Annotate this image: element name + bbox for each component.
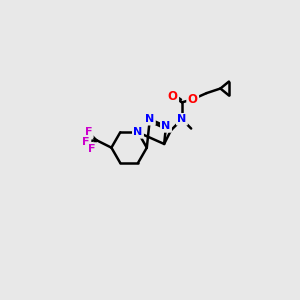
Text: O: O [188,93,198,106]
Text: N: N [145,114,154,124]
Text: N: N [133,127,142,137]
Text: F: F [88,143,95,154]
Text: F: F [85,128,92,137]
Text: O: O [168,90,178,103]
Text: N: N [177,114,187,124]
Text: N: N [161,122,171,131]
Text: F: F [82,136,90,147]
